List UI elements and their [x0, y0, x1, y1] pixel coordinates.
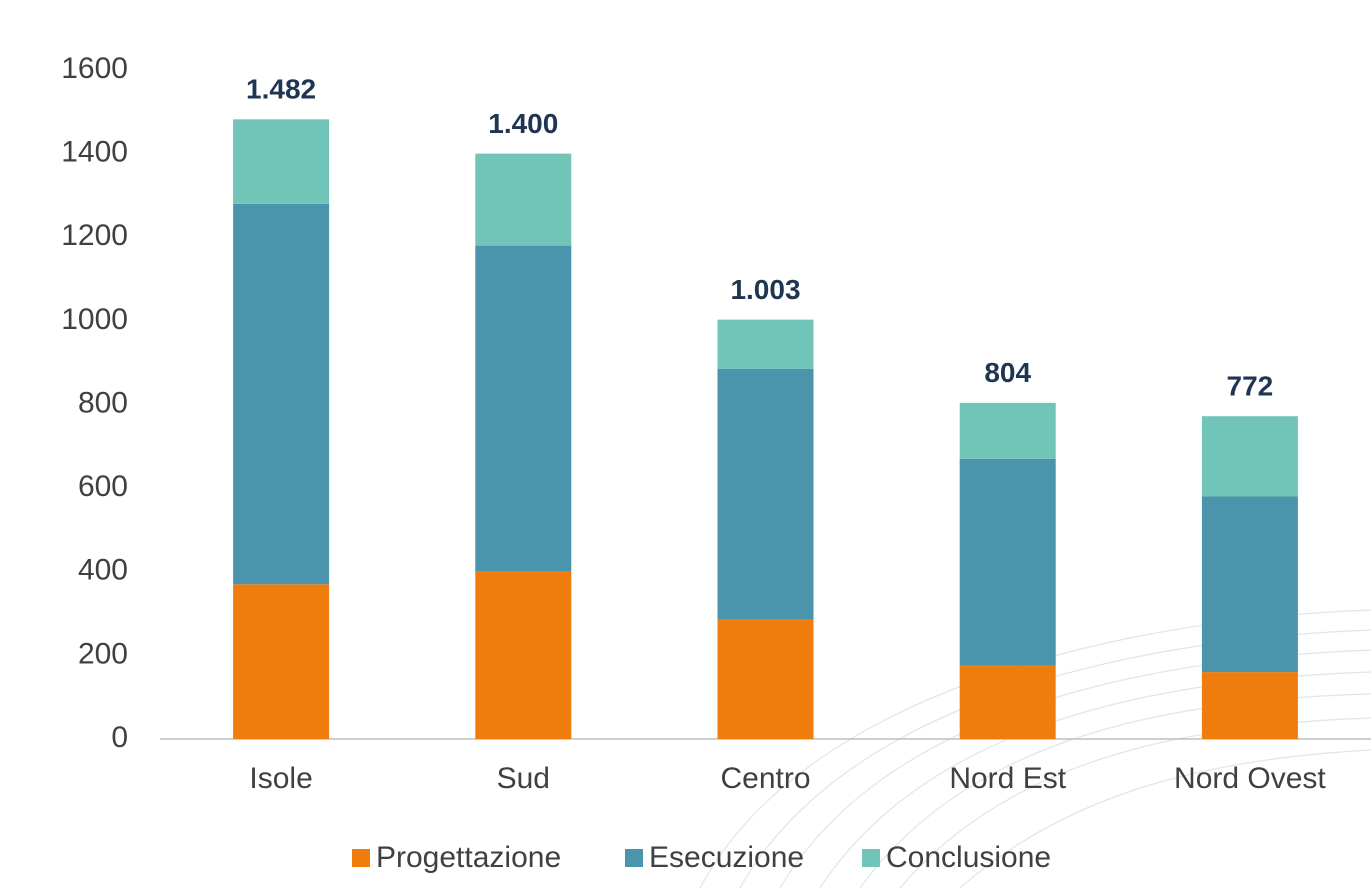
bar-segment [717, 319, 814, 369]
y-tick-label: 1600 [61, 52, 128, 85]
total-label: 1.400 [488, 108, 558, 139]
bar-segment [475, 153, 572, 246]
total-label: 804 [984, 357, 1031, 388]
x-tick-label: Nord Ovest [1174, 762, 1326, 795]
total-label: 1.003 [730, 274, 800, 305]
x-tick-label: Sud [497, 762, 550, 795]
bar-segment [233, 203, 330, 585]
bar-segment [959, 402, 1056, 459]
total-label: 1.482 [246, 74, 316, 105]
legend-label: Esecuzione [649, 841, 804, 874]
bar-segment [1201, 416, 1298, 497]
bar-segment [233, 119, 330, 204]
total-label: 772 [1227, 371, 1274, 402]
x-tick-label: Nord Est [949, 762, 1066, 795]
y-tick-label: 800 [78, 386, 128, 419]
bar-segment [717, 368, 814, 620]
y-tick-label: 1000 [61, 303, 128, 336]
y-tick-label: 600 [78, 470, 128, 503]
bar-segment [959, 665, 1056, 739]
y-tick-label: 400 [78, 554, 128, 587]
x-tick-label: Isole [249, 762, 312, 795]
legend-swatch [625, 849, 643, 867]
legend-label: Conclusione [886, 841, 1051, 874]
x-tick-label: Centro [720, 762, 810, 795]
bar-segment [717, 619, 814, 739]
bar-segment [233, 584, 330, 739]
legend-label: Progettazione [376, 841, 561, 874]
legend-swatch [352, 849, 370, 867]
legend-swatch [862, 849, 880, 867]
y-tick-label: 0 [111, 721, 128, 754]
bar-segment [1201, 496, 1298, 673]
bar-segment [475, 571, 572, 739]
bar-segment [1201, 672, 1298, 739]
y-tick-label: 200 [78, 637, 128, 670]
y-tick-label: 1400 [61, 136, 128, 169]
y-tick-label: 1200 [61, 219, 128, 252]
bar-segment [475, 245, 572, 572]
bar-segment [959, 458, 1056, 666]
